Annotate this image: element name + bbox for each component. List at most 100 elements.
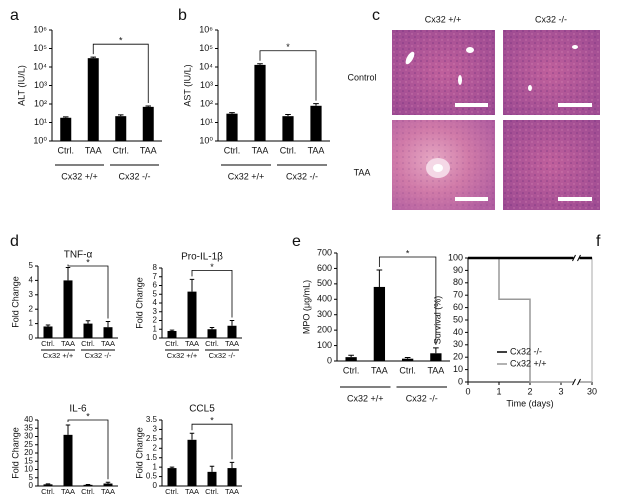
bar (207, 329, 217, 338)
x-tick-label: TAA (371, 365, 388, 375)
bar (43, 326, 53, 338)
y-tick-label: 10⁶ (199, 24, 213, 34)
error-bar (145, 105, 151, 107)
error-bar (105, 481, 111, 484)
error-bar (63, 116, 69, 118)
error-bar (118, 114, 124, 117)
panel-letter: e (292, 233, 301, 250)
bar (187, 291, 197, 338)
y-tick-label: 10² (200, 98, 213, 108)
y-tick-label: 10 (453, 364, 463, 374)
y-tick-label: 30 (24, 432, 33, 441)
error-bar (348, 354, 354, 358)
significance-label: * (210, 262, 214, 272)
error-bar (169, 466, 175, 469)
y-axis-label: Fold Change (134, 277, 144, 329)
bar (226, 113, 238, 141)
x-tick-label: TAA (85, 145, 102, 155)
y-axis-label: Fold Change (10, 427, 20, 479)
bar (282, 116, 294, 141)
x-tick-label: TAA (185, 487, 199, 496)
group-label: Cx32 -/- (209, 351, 236, 360)
x-tick-label: Ctrl. (81, 339, 95, 348)
bar (187, 439, 197, 486)
y-tick-label: 6 (153, 281, 158, 290)
bar (83, 484, 93, 486)
y-tick-label: 10⁰ (199, 135, 213, 145)
y-tick-label: 3 (29, 290, 34, 299)
bar (401, 358, 414, 361)
bar (115, 116, 127, 141)
x-tick-label: Ctrl. (399, 365, 416, 375)
micrograph (503, 30, 600, 115)
x-tick-label: Ctrl. (165, 487, 179, 496)
y-tick-label: 10⁶ (33, 24, 47, 34)
x-tick-label: Ctrl. (41, 339, 55, 348)
y-tick-label: 3 (153, 307, 158, 316)
error-bar (85, 320, 91, 324)
y-tick-label: 2 (153, 443, 158, 452)
y-tick-label: 0 (153, 481, 158, 490)
panel-letter: b (178, 7, 187, 24)
group-label: Cx32 +/+ (347, 393, 384, 403)
error-bar (189, 432, 195, 440)
group-label: Cx32 -/- (85, 351, 112, 360)
significance-bracket (191, 269, 233, 318)
bar (43, 484, 53, 486)
y-tick-label: 100 (317, 340, 332, 350)
micrograph-panel: c Cx32 +/+ Cx32 -/- Control TAA (347, 7, 600, 210)
bar (207, 471, 217, 486)
y-tick-label: 10⁴ (33, 61, 47, 71)
y-tick-label: 0.5 (146, 472, 158, 481)
subplot-title: CCL5 (189, 404, 215, 415)
y-tick-label: 2 (29, 304, 34, 313)
y-tick-label: 5 (29, 261, 34, 270)
y-tick-label: 0 (29, 333, 34, 342)
x-tick-label: Ctrl. (205, 339, 219, 348)
error-bar (257, 63, 263, 65)
micrograph (392, 120, 495, 210)
y-tick-label: 40 (24, 415, 33, 424)
x-tick-label: Ctrl. (58, 145, 75, 155)
row-label: TAA (354, 167, 371, 177)
x-tick-label: Ctrl. (343, 365, 360, 375)
column-label: Cx32 -/- (535, 14, 567, 24)
axis-break (572, 254, 581, 262)
x-tick-label: TAA (61, 339, 75, 348)
x-tick-label: Ctrl. (165, 339, 179, 348)
x-tick-label: TAA (101, 487, 115, 496)
y-tick-label: 70 (453, 290, 463, 300)
y-tick-label: 25 (24, 440, 33, 449)
y-tick-label: 3 (153, 425, 158, 434)
x-tick-label: Ctrl. (41, 487, 55, 496)
x-tick-label: TAA (140, 145, 157, 155)
y-tick-label: 10⁵ (33, 43, 47, 53)
group-label: Cx32 -/- (118, 171, 150, 181)
error-bar (376, 269, 383, 287)
error-bar (65, 424, 71, 435)
x-tick-label: TAA (308, 145, 325, 155)
x-tick-label: 2 (527, 386, 532, 396)
legend-label: Cx32 -/- (510, 346, 542, 356)
y-tick-label: 300 (317, 309, 332, 319)
x-tick-label: TAA (252, 145, 269, 155)
bar (430, 353, 442, 361)
error-bar (189, 278, 195, 292)
significance-label: * (119, 36, 123, 46)
y-tick-label: 400 (317, 294, 332, 304)
significance-label: * (286, 42, 290, 52)
panel-letter: d (10, 233, 19, 250)
y-tick-label: 0 (29, 481, 34, 490)
x-tick-label: 1 (496, 386, 501, 396)
panel-letter: f (596, 233, 601, 250)
error-bar (209, 465, 215, 472)
bar (103, 483, 113, 486)
y-tick-label: 700 (317, 247, 332, 257)
x-tick-label: 30 (587, 386, 597, 396)
bar (254, 64, 266, 141)
y-tick-label: 20 (453, 352, 463, 362)
micrograph (392, 30, 495, 115)
error-bar (90, 56, 96, 59)
y-axis-label: Fold Change (134, 427, 144, 479)
